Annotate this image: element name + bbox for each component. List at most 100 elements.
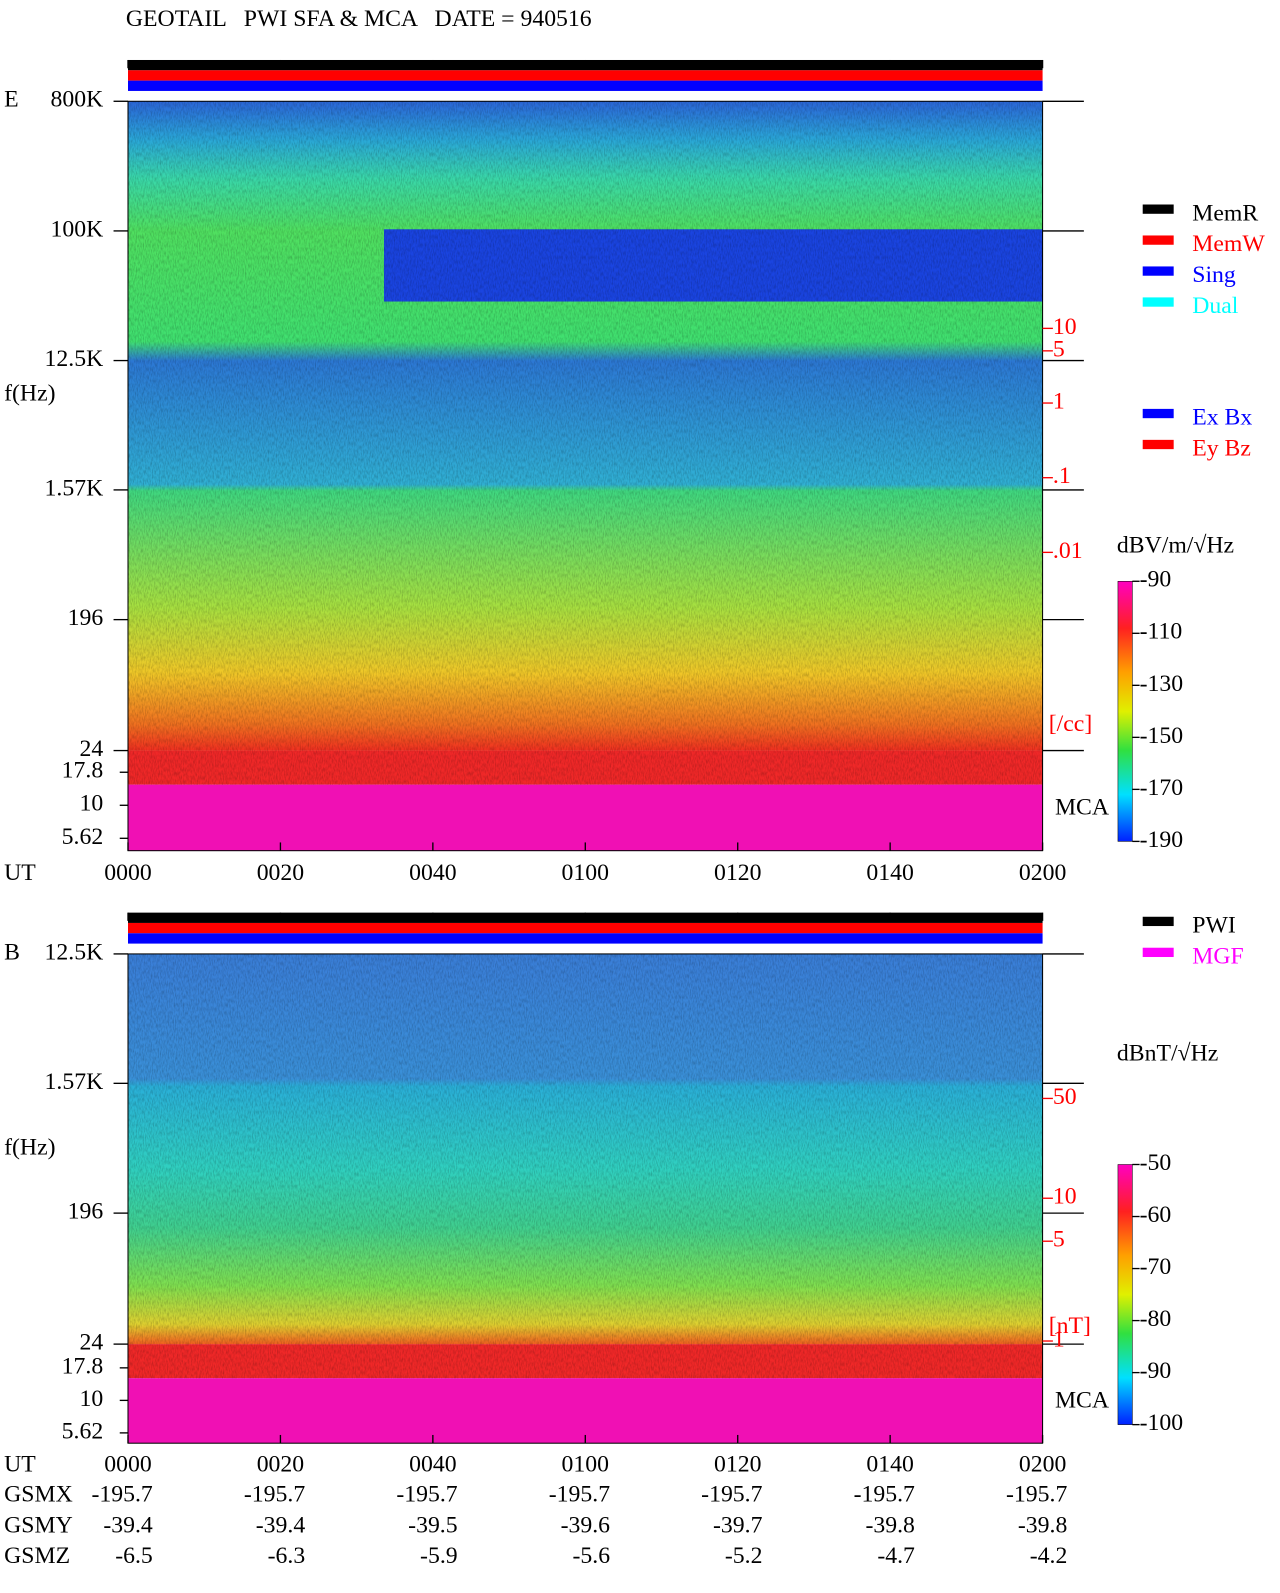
orbit-value: -39.8	[865, 1512, 914, 1538]
spectrogram-e	[128, 101, 1043, 851]
colorbar-tick-label: -190	[1140, 827, 1184, 853]
x-tick-label: 0100	[562, 1451, 609, 1477]
x-tick-label: 0200	[1019, 1451, 1066, 1477]
legend-label: PWI	[1192, 913, 1236, 939]
orbit-value: -195.7	[549, 1481, 610, 1507]
y-tick-label: 196	[68, 605, 104, 631]
legend-swatch	[1142, 916, 1174, 927]
x-tick-label: 0040	[409, 860, 456, 886]
x-tick-label: 0140	[866, 1451, 913, 1477]
panel-label: B	[4, 939, 20, 965]
legend-label: Ex Bx	[1192, 405, 1252, 431]
mca-tick-label: 5.62	[62, 1418, 104, 1444]
y-tick-label: 12.5K	[45, 939, 104, 965]
legend-label: Sing	[1192, 262, 1236, 288]
legend-swatch	[1142, 235, 1174, 245]
colorbar-tick-label: -90	[1140, 567, 1172, 593]
orbit-value: -5.6	[572, 1543, 610, 1569]
y2-axis-label: [/cc]	[1049, 711, 1092, 737]
colorbar-tick-label: -110	[1140, 619, 1183, 645]
orbit-value: -4.2	[1030, 1543, 1068, 1569]
orbit-value: -5.9	[420, 1543, 458, 1569]
x-axis-label: UT	[4, 860, 36, 886]
legend-swatch	[1142, 439, 1174, 450]
legend-swatch	[1142, 408, 1174, 419]
mca-label: MCA	[1055, 794, 1109, 820]
x-tick-label: 0120	[714, 1451, 761, 1477]
y-tick-label: 196	[68, 1199, 104, 1225]
x-tick-label: 0040	[409, 1451, 456, 1477]
orbit-value: -195.7	[91, 1481, 152, 1507]
y2-tick-label: .1	[1053, 463, 1071, 489]
colorbar-tick-label: -80	[1140, 1306, 1172, 1332]
legend-label: Ey Bz	[1192, 436, 1251, 462]
orbit-row-label: GSMY	[4, 1512, 73, 1538]
colorbar-tick-label: -100	[1140, 1410, 1184, 1436]
colorbar-tick-label: -170	[1140, 775, 1184, 801]
y-axis-label: f(Hz)	[4, 380, 55, 406]
orbit-value: -6.3	[268, 1543, 306, 1569]
y-tick-label: 1.57K	[45, 1069, 104, 1095]
colorbar-tick-label: -50	[1140, 1150, 1172, 1176]
orbit-value: -39.4	[256, 1512, 306, 1538]
x-axis-label: UT	[4, 1451, 36, 1477]
x-tick-label: 0000	[104, 1451, 151, 1477]
y-axis-label: f(Hz)	[4, 1134, 55, 1160]
mca-tick-label: 10	[79, 1386, 103, 1412]
orbit-value: -39.8	[1018, 1512, 1067, 1538]
y2-tick-label: 5	[1053, 336, 1065, 362]
colorbar-tick-label: -90	[1140, 1358, 1172, 1384]
y-tick-label: 24	[79, 736, 103, 762]
y-tick-label: 100K	[50, 216, 103, 242]
mca-tick-label: 10	[79, 791, 103, 817]
x-tick-label: 0120	[714, 860, 761, 886]
colorbar-label: dBV/m/√Hz	[1117, 533, 1234, 559]
colorbar-tick-label: -150	[1140, 723, 1184, 749]
colorbar	[1117, 581, 1133, 842]
x-tick-label: 0100	[562, 860, 609, 886]
mca-tick-label: 17.8	[62, 758, 104, 784]
colorbar-label: dBnT/√Hz	[1117, 1041, 1218, 1067]
orbit-value: -195.7	[396, 1481, 457, 1507]
orbit-value: -195.7	[701, 1481, 762, 1507]
orbit-value: -39.5	[408, 1512, 457, 1538]
y2-tick-label: 5	[1053, 1227, 1065, 1253]
colorbar	[1117, 1164, 1133, 1425]
colorbar-tick-label: -70	[1140, 1254, 1172, 1280]
orbit-value: -39.4	[103, 1512, 153, 1538]
x-tick-label: 0020	[257, 860, 304, 886]
colorbar-tick-label: -60	[1140, 1202, 1172, 1228]
x-tick-label: 0140	[866, 860, 913, 886]
y-tick-label: 1.57K	[45, 475, 104, 501]
y2-tick-label: 1	[1053, 388, 1065, 414]
spectrogram-b	[128, 953, 1043, 1444]
legend-label: Dual	[1192, 293, 1239, 319]
y2-tick-label: 50	[1053, 1084, 1077, 1110]
legend-label: MemW	[1192, 231, 1265, 257]
orbit-value: -195.7	[854, 1481, 915, 1507]
legend-swatch	[1142, 947, 1174, 958]
y2-tick-label: 1	[1053, 1326, 1065, 1352]
legend-label: MemR	[1192, 200, 1258, 226]
panel-label: E	[4, 87, 19, 113]
y2-tick-label: 10	[1053, 314, 1077, 340]
orbit-value: -39.7	[713, 1512, 763, 1538]
x-tick-label: 0020	[257, 1451, 304, 1477]
legend-swatch	[1142, 297, 1174, 307]
orbit-row-label: GSMZ	[4, 1543, 70, 1569]
orbit-value: -4.7	[877, 1543, 915, 1569]
y-tick-label: 800K	[50, 87, 103, 113]
y-tick-label: 24	[79, 1330, 103, 1356]
legend-swatch	[1142, 204, 1174, 214]
y-tick-label: 12.5K	[45, 346, 104, 372]
mca-tick-label: 5.62	[62, 824, 104, 850]
y2-tick-label: .01	[1053, 538, 1083, 564]
orbit-value: -5.2	[725, 1543, 763, 1569]
orbit-row-label: GSMX	[4, 1481, 73, 1507]
x-tick-label: 0200	[1019, 860, 1066, 886]
x-tick-label: 0000	[104, 860, 151, 886]
colorbar-tick-label: -130	[1140, 671, 1184, 697]
orbit-value: -195.7	[244, 1481, 305, 1507]
legend-swatch	[1142, 266, 1174, 276]
